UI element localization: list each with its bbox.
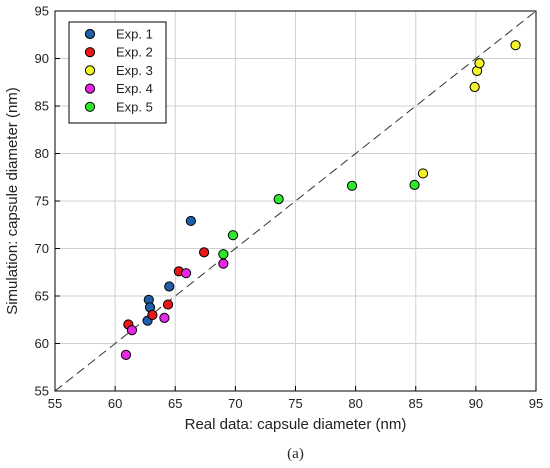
data-point-series-3 [474, 58, 485, 69]
data-point-series-2 [199, 247, 210, 258]
x-tick-label: 90 [469, 396, 483, 411]
legend-marker [84, 101, 96, 112]
data-point-series-4 [218, 258, 229, 269]
legend-label: Exp. 3 [116, 63, 153, 78]
figure-caption: (a) [287, 446, 304, 462]
y-tick-label: 70 [35, 241, 49, 256]
data-point-series-4 [126, 325, 138, 336]
x-tick-label: 55 [48, 396, 62, 411]
x-axis-label: Real data: capsule diameter (nm) [185, 416, 407, 433]
y-tick-label: 75 [35, 194, 49, 209]
y-axis-label: Simulation: capsule diameter (nm) [4, 87, 21, 315]
y-tick-label: 90 [35, 51, 49, 66]
data-point-series-4 [159, 312, 170, 323]
data-point-series-5 [346, 180, 358, 191]
data-point-series-3 [469, 81, 480, 93]
y-tick-label: 55 [35, 384, 49, 399]
data-point-series-5 [409, 179, 420, 190]
data-point-series-2 [147, 309, 158, 321]
data-point-series-1 [185, 215, 196, 227]
data-point-series-5 [218, 249, 229, 260]
legend-marker [84, 47, 96, 58]
x-tick-label: 85 [409, 396, 423, 411]
tick-labels: 55 60 65 70 75 80 85 90 95 55 60 65 70 75 80 85 90 95 [35, 4, 544, 412]
y-tick-label: 95 [35, 4, 49, 19]
data-point-series-1 [164, 281, 175, 292]
legend-label: Exp. 4 [116, 81, 153, 96]
y-tick-label: 65 [35, 289, 49, 304]
x-tick-label: 70 [228, 396, 242, 411]
legend-marker [84, 83, 96, 94]
legend-label: Exp. 5 [116, 99, 153, 114]
data-point-series-2 [162, 299, 174, 310]
data-point-series-3 [417, 168, 429, 179]
data-point-series-3 [510, 40, 521, 51]
data-point-series-4 [120, 349, 132, 360]
x-tick-label: 65 [168, 396, 182, 411]
data-points [120, 40, 521, 360]
y-tick-label: 85 [35, 99, 49, 114]
x-tick-label: 75 [288, 396, 302, 411]
y-tick-label: 80 [35, 146, 49, 161]
x-tick-label: 95 [529, 396, 543, 411]
legend-marker [84, 28, 96, 40]
y-tick-label: 60 [35, 336, 49, 351]
x-tick-label: 60 [108, 396, 122, 411]
data-point-series-5 [227, 230, 239, 241]
data-point-series-5 [273, 194, 284, 205]
x-tick-label: 80 [348, 396, 362, 411]
legend-label: Exp. 2 [116, 45, 153, 60]
legend-label: Exp. 1 [116, 27, 153, 42]
data-point-series-4 [180, 268, 192, 279]
legend: Exp. 1 Exp. 2 Exp. 3 Exp. 4 Exp. 5 [68, 21, 167, 124]
legend-marker [84, 65, 96, 76]
